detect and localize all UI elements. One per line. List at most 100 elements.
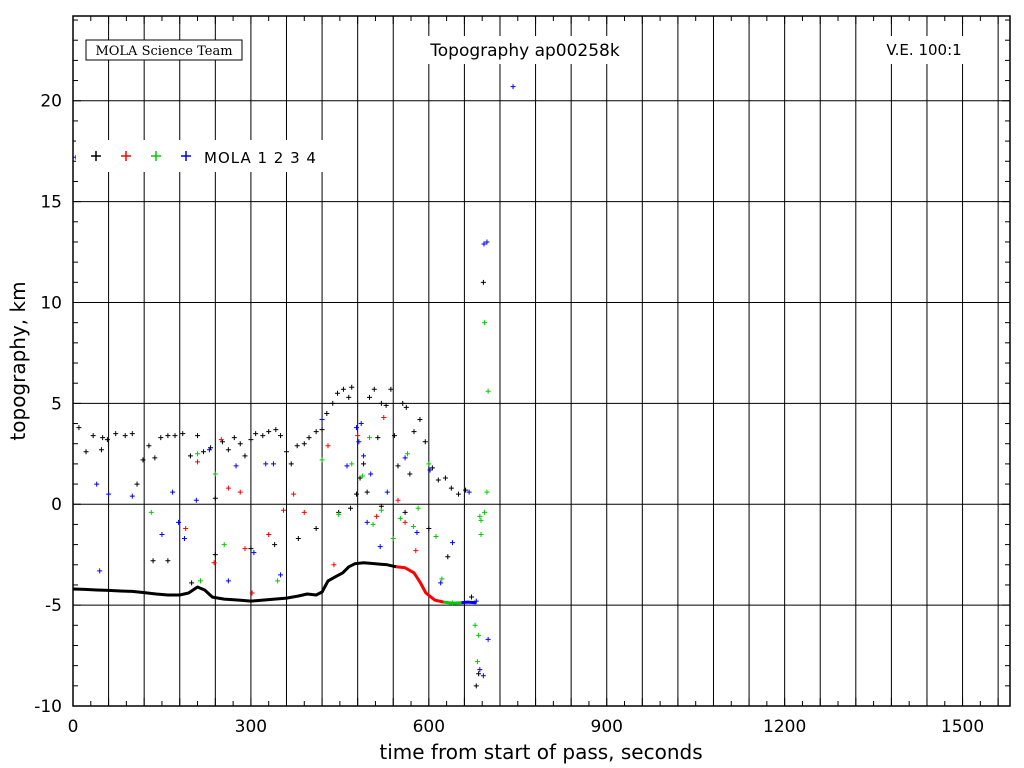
data-point [283, 449, 289, 455]
y-tick-label: -10 [34, 697, 62, 717]
data-point [359, 473, 365, 479]
data-point [159, 532, 165, 538]
ve-background [872, 36, 978, 64]
data-point [402, 455, 408, 461]
data-point [278, 433, 284, 439]
data-point [212, 471, 218, 477]
data-point [195, 459, 201, 465]
data-point [113, 431, 119, 437]
data-point [426, 461, 432, 467]
data-point [324, 410, 330, 416]
y-tick-label: 20 [40, 92, 62, 112]
x-tick-label: 900 [591, 717, 623, 737]
data-point [146, 443, 152, 449]
data-point [411, 429, 417, 435]
data-point [198, 578, 204, 584]
data-point [478, 517, 484, 523]
data-point [187, 453, 193, 459]
data-point [391, 433, 397, 439]
data-point [294, 443, 300, 449]
data-point [477, 513, 483, 519]
data-point [450, 600, 456, 606]
data-point [358, 421, 364, 427]
data-point [463, 487, 469, 493]
data-point [158, 435, 164, 441]
data-point [445, 554, 451, 560]
data-point [319, 457, 325, 463]
data-point [288, 461, 294, 467]
data-point [371, 386, 377, 392]
x-tick-label: 1200 [763, 717, 806, 737]
data-point [325, 443, 331, 449]
data-point [200, 449, 206, 455]
data-point [134, 481, 140, 487]
x-tick-label: 600 [413, 717, 445, 737]
title-background [404, 36, 640, 64]
x-tick-label: 1500 [941, 717, 984, 737]
data-point [346, 394, 352, 400]
data-point [407, 471, 413, 477]
data-point [422, 439, 428, 445]
data-point [349, 384, 355, 390]
data-point [189, 580, 195, 586]
data-point [278, 572, 284, 578]
data-point [510, 84, 516, 90]
data-point [237, 489, 243, 495]
data-point [378, 507, 384, 513]
data-point [331, 562, 337, 568]
data-point [480, 279, 486, 285]
data-point [480, 673, 486, 679]
data-point [248, 546, 254, 552]
data-point [206, 447, 212, 453]
data-point [212, 552, 218, 558]
data-point [404, 451, 410, 457]
y-tick-label: -5 [45, 596, 62, 616]
data-point [455, 491, 461, 497]
data-point [90, 433, 96, 439]
data-point [260, 433, 266, 439]
y-tick-label: 0 [51, 495, 62, 515]
data-point [295, 536, 301, 542]
data-point [377, 544, 383, 550]
data-point [367, 435, 373, 441]
data-point [414, 529, 420, 535]
data-point [170, 489, 176, 495]
credit-box [85, 39, 243, 61]
data-point [476, 671, 482, 677]
data-point [472, 622, 478, 628]
data-point [193, 497, 199, 503]
data-point [251, 550, 257, 556]
data-point [221, 542, 227, 548]
data-point [195, 433, 201, 439]
grid-lines [73, 16, 1010, 707]
y-tick-label: 5 [51, 394, 62, 414]
profile-segment [396, 565, 444, 604]
data-point [165, 433, 171, 439]
data-point [266, 532, 272, 538]
data-point [183, 525, 189, 531]
data-point [253, 431, 259, 437]
data-point [340, 386, 346, 392]
data-point [482, 509, 488, 515]
data-point [415, 505, 421, 511]
profile-segment [461, 600, 477, 605]
data-point [242, 546, 248, 552]
data-point [237, 441, 243, 447]
data-point [306, 435, 312, 441]
legend-label: MOLA 1 2 3 4 [204, 149, 317, 167]
data-point [231, 435, 237, 441]
plot-frame [72, 15, 1011, 707]
data-point [353, 425, 359, 431]
data-point [98, 447, 104, 453]
data-point [225, 485, 231, 491]
y-axis-label: topography, km [6, 281, 30, 440]
data-point [172, 433, 178, 439]
legend-markers [91, 151, 191, 161]
data-point [94, 481, 100, 487]
data-point [281, 507, 287, 513]
data-point [426, 525, 432, 531]
data-point [76, 425, 82, 431]
data-point [122, 433, 128, 439]
data-point [270, 461, 276, 467]
